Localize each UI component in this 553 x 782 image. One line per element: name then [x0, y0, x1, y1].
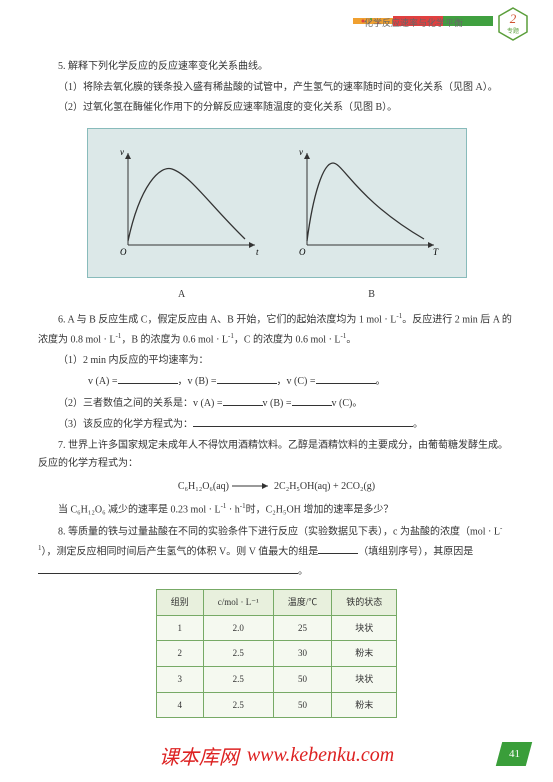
graph-b: v O T [289, 145, 444, 260]
svg-text:T: T [433, 247, 439, 257]
th-3: 铁的状态 [332, 590, 397, 616]
q6-p3: （3）该反应的化学方程式为：。 [38, 415, 515, 435]
th-2: 温度/℃ [273, 590, 332, 616]
figure-labels: A B [87, 286, 467, 305]
q7-formula: C₆H₁₂O₆(aq) 2C₂H₅OH(aq) + 2CO₂(g) [38, 478, 515, 497]
footer-site-url: www.kebenku.com [247, 744, 394, 767]
q6-stem: 6. A 与 B 反应生成 C，假定反应由 A、B 开始，它们的起始浓度均为 1… [38, 310, 515, 350]
footer: 课本库网 www.kebenku.com [0, 741, 553, 770]
table-row: 12.025块状 [156, 615, 397, 641]
svg-text:2: 2 [510, 11, 517, 26]
th-0: 组别 [156, 590, 203, 616]
q7-stem: 7. 世界上许多国家规定未成年人不得饮用酒精饮料。乙醇是酒精饮料的主要成分，由葡… [38, 437, 515, 474]
svg-text:专题: 专题 [507, 27, 519, 35]
label-b: B [368, 286, 375, 305]
footer-site-cn: 课本库网 [159, 741, 239, 770]
svg-text:O: O [120, 247, 127, 257]
q8-stem: 8. 等质量的铁与过量盐酸在不同的实验条件下进行反应（实验数据见下表），c 为盐… [38, 522, 515, 581]
svg-text:v: v [120, 147, 124, 157]
chapter-badge: 2专题 [495, 6, 531, 42]
table-header-row: 组别 c/mol · L⁻¹ 温度/℃ 铁的状态 [156, 590, 397, 616]
th-1: c/mol · L⁻¹ [203, 590, 273, 616]
page-number: 41 [496, 742, 532, 766]
q5-p1: （1）将除去氧化膜的镁条投入盛有稀盐酸的试管中，产生氢气的速率随时间的变化关系（… [38, 79, 515, 98]
q7-ask: 当 C₆H₁₂O₆ 减少的速率是 0.23 mol · L-1 · h-1时，C… [38, 500, 515, 520]
table-row: 32.550块状 [156, 667, 397, 693]
q6-p1: （1）2 min 内反应的平均速率为： [38, 352, 515, 371]
content-area: 5. 解释下列化学反应的反应速率变化关系曲线。 （1）将除去氧化膜的镁条投入盛有… [0, 50, 553, 718]
chapter-title: 化学反应速率与化学平衡 [364, 16, 463, 29]
table-row: 42.550粉末 [156, 692, 397, 718]
svg-text:t: t [256, 247, 259, 257]
label-a: A [178, 286, 185, 305]
graph-a: v O t [110, 145, 265, 260]
q6-v-line: v (A) =，v (B) =，v (C) =。 [38, 372, 515, 392]
q6-p2: （2）三者数值之间的关系是：v (A) =v (B) =v (C)。 [38, 394, 515, 414]
figure-container: v O t v O T [87, 128, 467, 278]
svg-text:v: v [299, 147, 303, 157]
svg-text:O: O [299, 247, 306, 257]
page-header: 化学反应速率与化学平衡 2专题 [0, 0, 553, 50]
data-table: 组别 c/mol · L⁻¹ 温度/℃ 铁的状态 12.025块状 22.530… [156, 589, 398, 718]
q5-p2: （2）过氧化氢在酶催化作用下的分解反应速率随温度的变化关系（见图 B）。 [38, 99, 515, 118]
q5-stem: 5. 解释下列化学反应的反应速率变化关系曲线。 [38, 58, 515, 77]
table-row: 22.530粉末 [156, 641, 397, 667]
